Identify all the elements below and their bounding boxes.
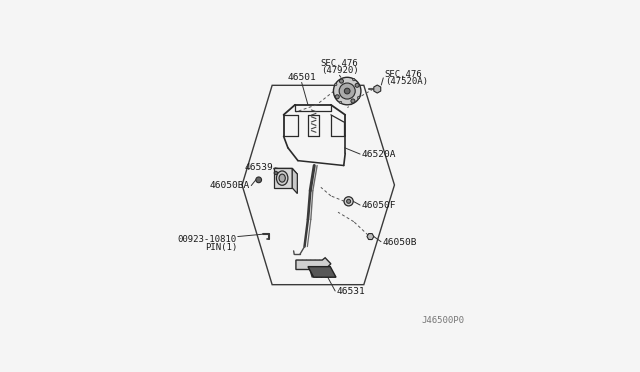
Circle shape — [339, 79, 344, 83]
Text: J46500P0: J46500P0 — [421, 316, 464, 325]
Circle shape — [274, 171, 278, 175]
Circle shape — [333, 77, 361, 105]
Text: 46520A: 46520A — [362, 150, 396, 158]
Circle shape — [256, 177, 262, 183]
Text: 46539: 46539 — [245, 163, 273, 172]
Circle shape — [339, 101, 342, 103]
Text: 46050B: 46050B — [383, 238, 417, 247]
Polygon shape — [292, 169, 298, 193]
Circle shape — [353, 78, 355, 81]
Text: SEC.476: SEC.476 — [321, 58, 358, 68]
Circle shape — [335, 83, 337, 86]
Text: SEC.476: SEC.476 — [385, 70, 422, 79]
Circle shape — [351, 99, 355, 103]
Circle shape — [339, 83, 355, 99]
Text: 00923-10810: 00923-10810 — [178, 235, 237, 244]
Circle shape — [355, 83, 359, 87]
Polygon shape — [273, 169, 298, 174]
Polygon shape — [273, 169, 292, 188]
Circle shape — [344, 88, 350, 94]
Text: 46531: 46531 — [337, 287, 365, 296]
Ellipse shape — [276, 171, 288, 185]
Circle shape — [335, 95, 339, 99]
Text: PIN(1): PIN(1) — [205, 243, 237, 252]
Polygon shape — [308, 267, 336, 277]
Circle shape — [358, 96, 360, 99]
Text: 46501: 46501 — [287, 73, 316, 82]
Text: 46050F: 46050F — [362, 201, 396, 209]
Polygon shape — [296, 258, 331, 269]
Circle shape — [347, 199, 351, 203]
Circle shape — [344, 197, 353, 206]
Text: (47920): (47920) — [321, 66, 358, 75]
Text: (47520A): (47520A) — [385, 77, 428, 86]
Ellipse shape — [279, 174, 285, 182]
Text: 46050BA: 46050BA — [210, 181, 250, 190]
